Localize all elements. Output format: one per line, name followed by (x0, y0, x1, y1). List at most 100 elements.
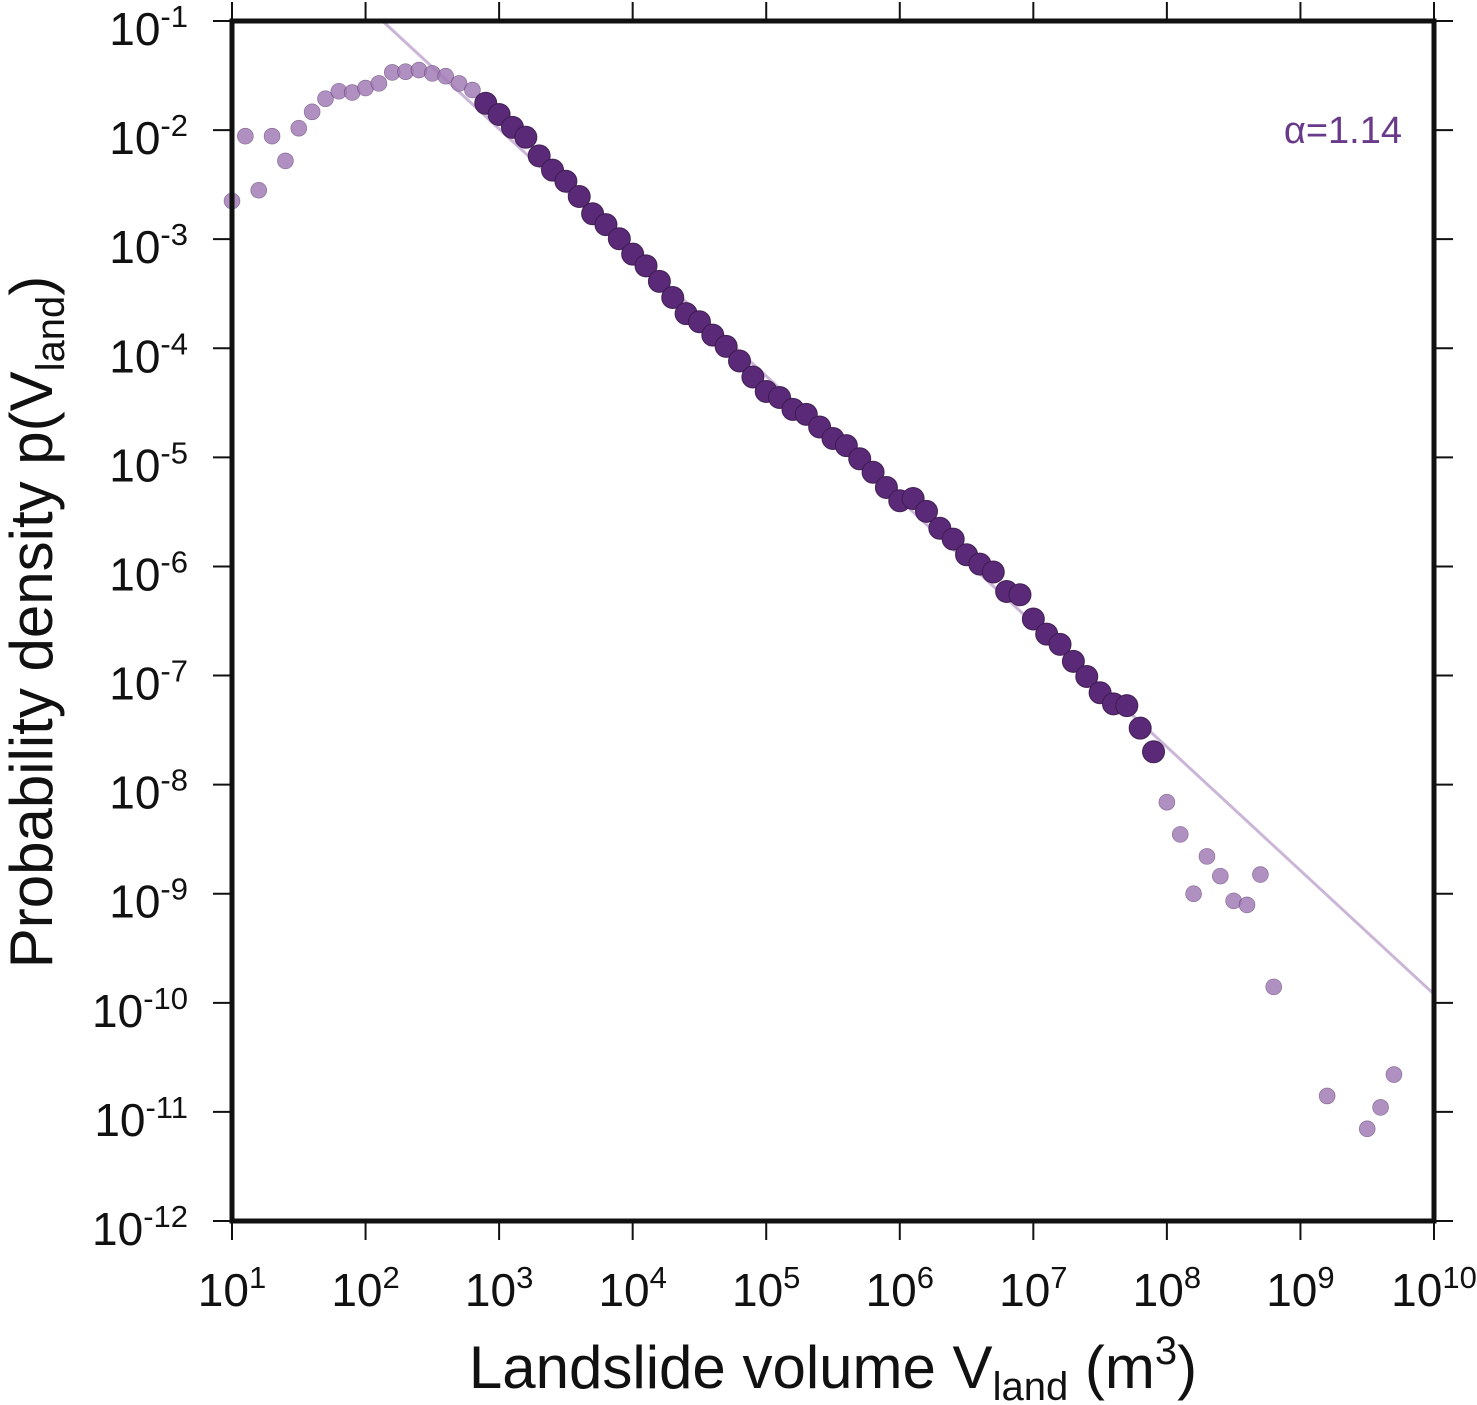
data-point-outside-range (250, 181, 268, 199)
data-point-fit-range (1048, 632, 1072, 656)
data-point-fit-range (1115, 694, 1139, 718)
data-point-fit-range (1061, 649, 1085, 673)
x-tick-label-base: 10 (1133, 1264, 1184, 1316)
y-tick-label-exp: -12 (143, 1199, 188, 1234)
data-point-fit-range (914, 499, 938, 523)
y-axis-label: Probability density p(Vland) (0, 276, 73, 969)
x-tick-label-base: 10 (598, 1264, 649, 1316)
x-tick-label-base: 10 (331, 1264, 382, 1316)
y-tick-label-exp: -10 (143, 981, 188, 1016)
y-tick-label: 10-11 (94, 1090, 188, 1146)
y-tick-label-exp: -6 (160, 544, 188, 579)
y-tick-label-base: 10 (92, 985, 143, 1037)
data-point-outside-range (1252, 866, 1269, 883)
x-axis-label-sub: land (993, 1365, 1069, 1405)
y-tick-label: 10-3 (109, 217, 188, 273)
data-point-outside-range (1171, 826, 1189, 843)
data-point-fit-range (527, 144, 551, 168)
x-tick-label-base: 10 (198, 1264, 249, 1316)
data-point-outside-range (370, 75, 388, 92)
data-point-fit-range (1008, 583, 1032, 607)
data-point-outside-range (1238, 896, 1256, 914)
data-point-fit-range (594, 213, 618, 237)
x-tick-label-exp: 3 (516, 1260, 533, 1295)
x-tick-label-base: 10 (866, 1264, 917, 1316)
data-point-outside-range (317, 90, 334, 107)
x-tick-label-exp: 10 (1442, 1260, 1476, 1295)
x-tick-label: 1010 (1391, 1260, 1477, 1316)
y-tick-label: 10-9 (109, 872, 188, 928)
data-point-fit-range (514, 125, 538, 149)
y-tick-label: 10-1 (109, 0, 188, 55)
data-point-outside-range (277, 152, 294, 170)
y-axis-label-sub: land (29, 296, 73, 372)
y-tick-label-base: 10 (109, 439, 160, 491)
x-tick-label-exp: 4 (650, 1260, 667, 1295)
data-point-outside-range (237, 127, 254, 145)
tick-labels: 101 102 103 104 105 106 107 108 109 101010-110-21… (92, 0, 1477, 1316)
y-tick-label-exp: -11 (145, 1090, 188, 1125)
data-point-fit-range (941, 527, 965, 551)
y-tick-label-base: 10 (94, 1094, 145, 1146)
data-point-fit-range (1021, 607, 1045, 631)
x-tick-label-exp: 6 (917, 1260, 934, 1295)
y-tick-label-exp: -3 (160, 217, 188, 252)
data-point-outside-range (1198, 848, 1216, 865)
y-tick-label-base: 10 (109, 330, 160, 382)
x-tick-label: 106 (866, 1260, 934, 1316)
y-tick-label-base: 10 (109, 658, 160, 710)
y-tick-label: 10-2 (109, 108, 188, 164)
data-point-fit-range (567, 185, 591, 209)
data-point-outside-range (1265, 978, 1283, 996)
y-tick-label-exp: -7 (160, 654, 188, 689)
x-tick-label: 102 (331, 1260, 399, 1316)
data-point-fit-range (554, 169, 578, 193)
y-tick-label-base: 10 (109, 876, 160, 928)
x-tick-label-base: 10 (465, 1264, 516, 1316)
x-tick-label: 103 (465, 1260, 533, 1316)
data-point-fit-range (661, 286, 685, 310)
y-tick-label: 10-5 (109, 435, 188, 491)
data-point-fit-range (861, 460, 885, 484)
y-tick-label: 10-6 (109, 544, 188, 600)
data-point-fit-range (1128, 716, 1152, 740)
data-point-fit-range (981, 560, 1005, 584)
y-tick-label-base: 10 (109, 221, 160, 273)
data-point-outside-range (1185, 885, 1202, 903)
axis-ticks (213, 2, 1453, 1240)
x-tick-label-exp: 2 (383, 1260, 400, 1295)
y-tick-label-exp: -2 (160, 108, 188, 143)
plot-frame (229, 18, 1437, 1224)
y-tick-label: 10-8 (109, 763, 188, 819)
x-tick-label-exp: 7 (1050, 1260, 1067, 1295)
data-point-outside-range (303, 103, 321, 121)
x-tick-label-exp: 1 (249, 1260, 266, 1295)
x-tick-label: 105 (732, 1260, 800, 1316)
y-tick-label-exp: -9 (160, 872, 188, 907)
data-point-outside-range (1358, 1120, 1376, 1138)
y-axis-label-end: ) (0, 276, 65, 296)
x-tick-label-base: 10 (1266, 1264, 1317, 1316)
x-tick-label: 109 (1266, 1260, 1334, 1316)
data-point-fit-range (634, 254, 658, 278)
x-axis-label-main: Landslide volume V (469, 1334, 993, 1401)
data-point-outside-range (1385, 1066, 1403, 1083)
alpha-annotation: α=1.14 (1284, 110, 1402, 152)
data-point-fit-range (714, 334, 738, 358)
y-tick-label-base: 10 (92, 1203, 143, 1255)
x-tick-label: 107 (999, 1260, 1067, 1316)
x-tick-label-exp: 5 (783, 1260, 800, 1295)
x-axis-label-end: ) (1177, 1334, 1197, 1401)
data-point-outside-range (450, 75, 468, 92)
x-tick-label-base: 10 (732, 1264, 783, 1316)
data-point-fit-range (647, 269, 671, 293)
y-axis-label-main: Probability density p(V (0, 371, 65, 968)
data-point-outside-range (1212, 867, 1229, 885)
y-tick-label-base: 10 (109, 767, 160, 819)
data-points (223, 61, 1403, 1138)
y-tick-label: 10-4 (109, 326, 188, 382)
y-tick-label-base: 10 (109, 3, 160, 55)
x-axis-label-rest: (m (1068, 1334, 1155, 1401)
data-point-outside-range (437, 67, 454, 85)
